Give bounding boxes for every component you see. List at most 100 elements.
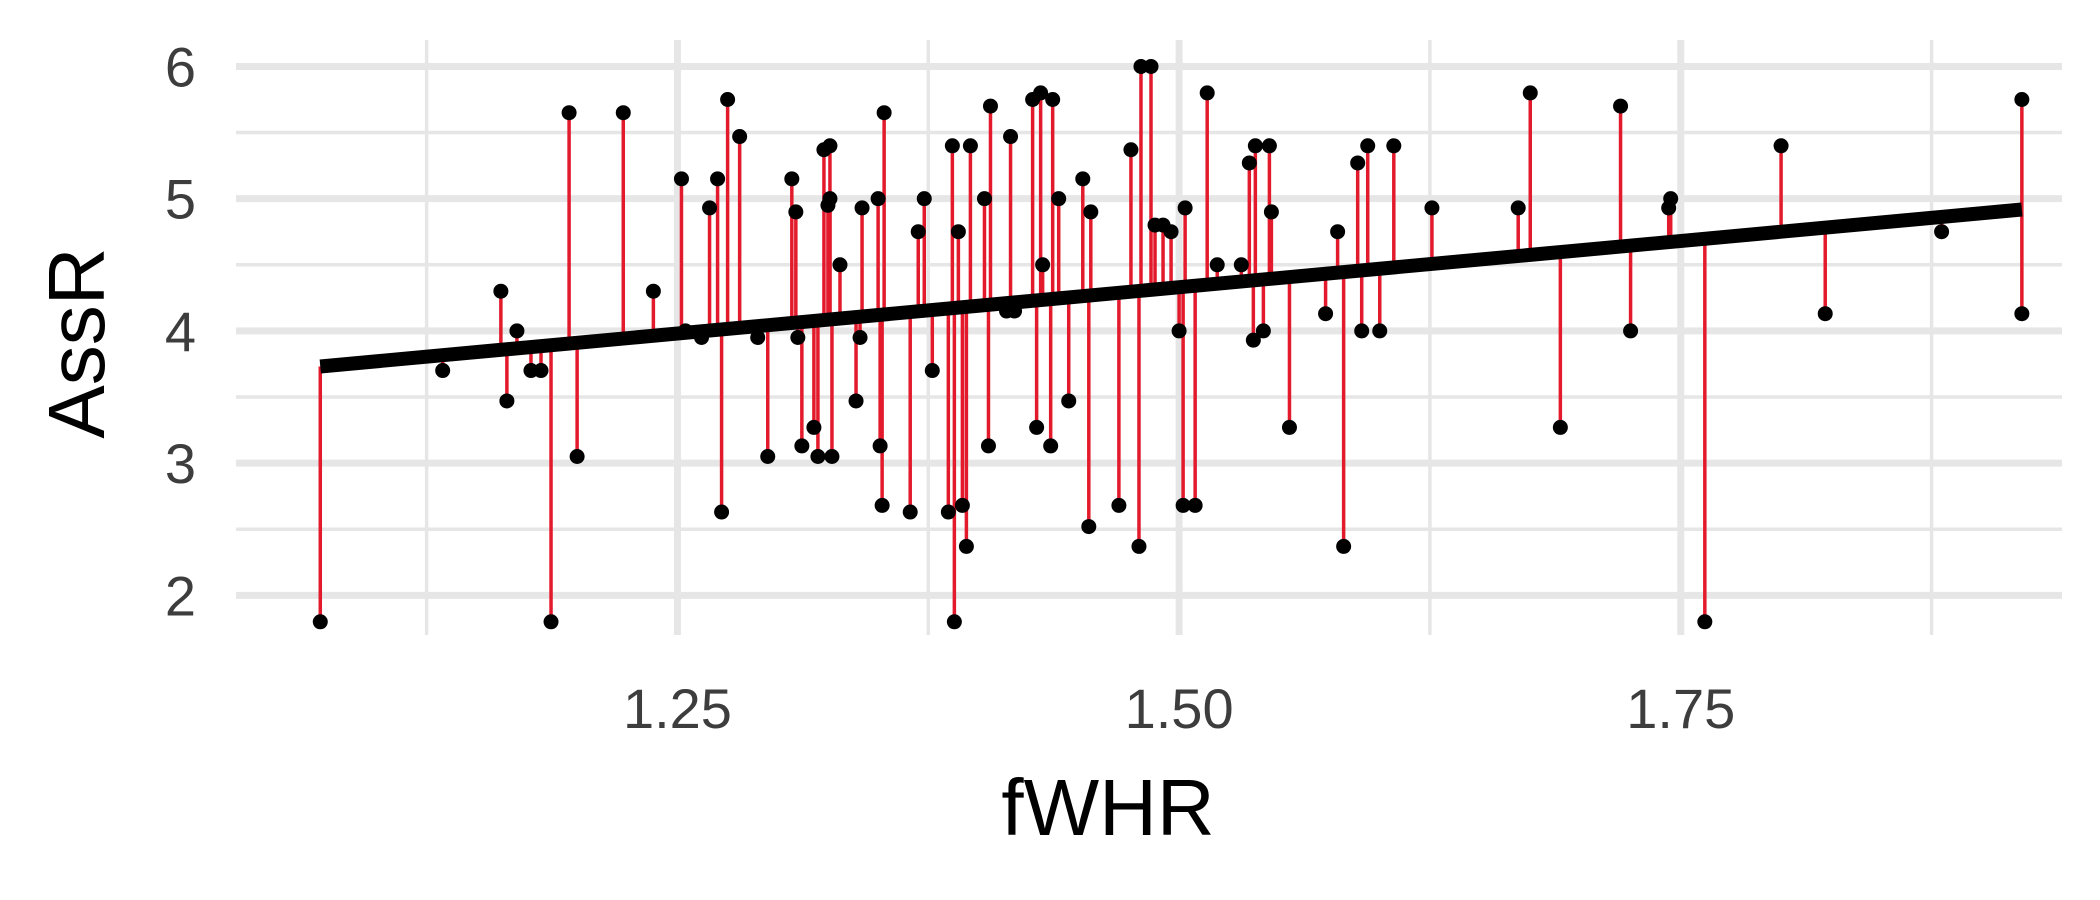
data-point <box>720 92 736 107</box>
data-point <box>1613 98 1629 114</box>
data-point <box>874 497 890 513</box>
data-point <box>1143 58 1159 74</box>
data-point <box>1111 497 1127 513</box>
data-point <box>1177 200 1193 216</box>
data-point <box>2014 92 2030 107</box>
major-gridlines <box>236 40 2062 635</box>
y-tick-label: 2 <box>165 564 196 627</box>
data-point <box>1552 419 1568 435</box>
data-point <box>954 497 970 513</box>
y-tick-labels: 2 3 4 5 6 <box>165 35 196 627</box>
data-point <box>702 200 718 216</box>
data-point <box>1033 85 1049 101</box>
data-point <box>435 363 451 379</box>
data-point <box>872 438 888 454</box>
data-point <box>1241 155 1257 171</box>
data-point <box>832 257 848 273</box>
data-point <box>1051 191 1067 207</box>
data-point <box>710 171 726 187</box>
data-point <box>982 98 998 114</box>
data-point <box>876 105 892 121</box>
x-tick-labels: 1.25 1.50 1.75 <box>623 677 1735 740</box>
data-point <box>714 504 730 520</box>
data-point <box>1043 438 1059 454</box>
data-point <box>1934 224 1950 240</box>
data-point <box>1081 519 1097 535</box>
data-point <box>822 138 838 154</box>
x-tick-label: 1.25 <box>623 677 732 740</box>
data-point <box>694 330 710 345</box>
data-point <box>677 323 693 339</box>
data-point <box>569 449 585 464</box>
data-points <box>312 58 2030 630</box>
data-point <box>1175 497 1191 513</box>
data-point <box>1263 204 1279 220</box>
data-point <box>784 171 800 187</box>
data-point <box>760 449 776 464</box>
data-point <box>533 363 549 379</box>
data-point <box>940 504 956 520</box>
data-point <box>1510 200 1526 216</box>
data-point <box>962 138 978 154</box>
data-point <box>910 224 926 240</box>
x-axis-title: fWHR <box>1001 763 1214 852</box>
y-tick-label: 5 <box>165 168 196 231</box>
data-point <box>499 393 515 409</box>
data-point <box>750 330 766 345</box>
data-point <box>824 449 840 464</box>
y-tick-label: 6 <box>165 35 196 98</box>
data-point <box>561 105 577 121</box>
data-point <box>806 419 822 435</box>
data-point <box>1029 419 1045 435</box>
data-point <box>1131 538 1147 554</box>
data-point <box>1281 419 1297 435</box>
data-point <box>810 449 826 464</box>
data-point <box>1245 332 1261 348</box>
data-point <box>645 283 661 299</box>
data-point <box>790 330 806 345</box>
data-point <box>1247 138 1263 154</box>
data-point <box>1318 306 1334 322</box>
data-point <box>976 191 992 207</box>
data-point <box>543 614 559 630</box>
data-point <box>902 504 918 520</box>
data-point <box>312 614 328 630</box>
data-point <box>1187 497 1203 513</box>
data-point <box>1163 224 1179 240</box>
data-point <box>1003 129 1019 145</box>
data-point <box>1386 138 1402 154</box>
data-point <box>1360 138 1376 154</box>
data-point <box>822 191 838 207</box>
minor-gridlines <box>236 40 2062 635</box>
data-point <box>924 363 940 379</box>
y-tick-label: 3 <box>165 432 196 495</box>
data-point <box>1817 306 1833 322</box>
regression-line <box>319 202 2023 374</box>
data-point <box>1045 92 1061 107</box>
data-point <box>1773 138 1789 154</box>
data-point <box>1697 614 1713 630</box>
data-point <box>870 191 886 207</box>
data-point <box>854 200 870 216</box>
data-point <box>848 393 864 409</box>
data-point <box>1330 224 1346 240</box>
data-point <box>794 438 810 454</box>
data-point <box>1261 138 1277 154</box>
regression-line-group <box>319 202 2023 374</box>
data-point <box>1663 191 1679 207</box>
data-point <box>944 138 960 154</box>
data-point <box>1424 200 1440 216</box>
data-point <box>673 171 689 187</box>
data-point <box>1522 85 1538 101</box>
data-point <box>493 283 509 299</box>
data-point <box>1372 323 1388 339</box>
data-point <box>1061 393 1077 409</box>
data-point <box>958 538 974 554</box>
data-point <box>916 191 932 207</box>
data-point <box>1007 303 1023 319</box>
data-point <box>1350 155 1366 171</box>
data-point <box>2014 306 2030 322</box>
data-point <box>1255 323 1271 339</box>
data-point <box>1083 204 1099 220</box>
